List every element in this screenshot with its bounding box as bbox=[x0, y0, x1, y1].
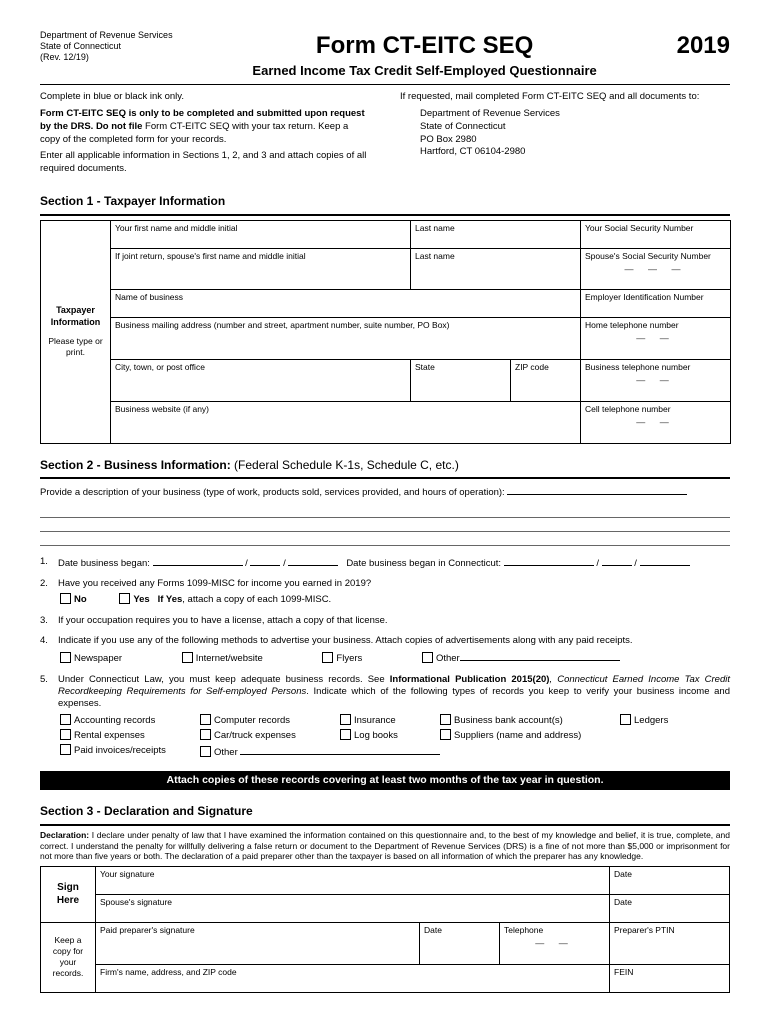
desc-line-0[interactable] bbox=[507, 485, 687, 495]
q4-other-checkbox[interactable] bbox=[422, 652, 433, 663]
fld-ssn[interactable]: Your Social Security Number bbox=[581, 220, 731, 248]
section1-title: Section 1 - Taxpayer Information bbox=[40, 194, 730, 210]
q5-other-checkbox[interactable] bbox=[200, 746, 211, 757]
question-list: 1. Date business began: / / Date busines… bbox=[40, 556, 730, 763]
q1-date1-m[interactable] bbox=[153, 556, 243, 566]
fld-sig-date[interactable]: Date bbox=[610, 866, 730, 894]
q5-suppliers-checkbox[interactable] bbox=[440, 729, 451, 740]
instructions: Complete in blue or black ink only. Form… bbox=[40, 91, 730, 180]
signature-table: Sign Here Your signature Date Spouse's s… bbox=[40, 866, 730, 993]
q4: 4. Indicate if you use any of the follow… bbox=[40, 635, 730, 666]
header-center: Form CT-EITC SEQ Earned Income Tax Credi… bbox=[173, 30, 677, 80]
fld-preparer-sig[interactable]: Paid preparer's signature bbox=[96, 922, 420, 964]
fld-ein[interactable]: Employer Identification Number bbox=[581, 290, 731, 318]
q5-bank-checkbox[interactable] bbox=[440, 714, 451, 725]
fld-website[interactable]: Business website (if any) bbox=[111, 401, 581, 443]
fld-biz-tel[interactable]: Business telephone number— — bbox=[581, 360, 731, 402]
q5-computer-checkbox[interactable] bbox=[200, 714, 211, 725]
form-title: Form CT-EITC SEQ bbox=[173, 30, 677, 61]
q2: 2. Have you received any Forms 1099-MISC… bbox=[40, 578, 730, 607]
header: Department of Revenue Services State of … bbox=[40, 30, 730, 80]
q5-rental-checkbox[interactable] bbox=[60, 729, 71, 740]
fld-state[interactable]: State bbox=[411, 360, 511, 402]
q5-accounting-checkbox[interactable] bbox=[60, 714, 71, 725]
fld-mailing-address[interactable]: Business mailing address (number and str… bbox=[111, 318, 581, 360]
fld-city[interactable]: City, town, or post office bbox=[111, 360, 411, 402]
keep-copy-label: Keep a copy for your records. bbox=[41, 922, 96, 992]
mail-addr4: Hartford, CT 06104-2980 bbox=[420, 146, 730, 159]
instr-l2: Form CT-EITC SEQ is only to be completed… bbox=[40, 108, 370, 146]
q5-other-text[interactable] bbox=[240, 745, 440, 755]
fld-preparer-date[interactable]: Date bbox=[420, 922, 500, 964]
q3: 3. If your occupation requires you to ha… bbox=[40, 615, 730, 627]
mail-addr2: State of Connecticut bbox=[420, 121, 730, 134]
q1-date2-y[interactable] bbox=[640, 556, 690, 566]
side-label: Taxpayer Information Please type or prin… bbox=[41, 220, 111, 443]
q5: 5. Under Connecticut Law, you must keep … bbox=[40, 674, 730, 763]
q4-newspaper-checkbox[interactable] bbox=[60, 652, 71, 663]
q4-internet-checkbox[interactable] bbox=[182, 652, 193, 663]
q5-invoices-checkbox[interactable] bbox=[60, 744, 71, 755]
fld-first-name[interactable]: Your first name and middle initial bbox=[111, 220, 411, 248]
dept-line: Department of Revenue Services bbox=[40, 30, 173, 41]
fld-last-name[interactable]: Last name bbox=[411, 220, 581, 248]
desc-lines[interactable] bbox=[40, 504, 730, 546]
q4-other-text[interactable] bbox=[460, 651, 620, 661]
taxpayer-table: Taxpayer Information Please type or prin… bbox=[40, 220, 731, 444]
s2-desc-prompt: Provide a description of your business (… bbox=[40, 485, 730, 499]
section3-title: Section 3 - Declaration and Signature bbox=[40, 804, 730, 820]
state-line: State of Connecticut bbox=[40, 41, 173, 52]
q2-yes-checkbox[interactable] bbox=[119, 593, 130, 604]
q4-flyers-checkbox[interactable] bbox=[322, 652, 333, 663]
fld-preparer-tel[interactable]: Telephone— — bbox=[500, 922, 610, 964]
instr-l3: Enter all applicable information in Sect… bbox=[40, 150, 370, 176]
sign-here-label: Sign Here bbox=[41, 866, 96, 922]
q1-date2-m[interactable] bbox=[504, 556, 594, 566]
fld-sp-sig-date[interactable]: Date bbox=[610, 894, 730, 922]
fld-sp-last[interactable]: Last name bbox=[411, 248, 581, 290]
attach-notice: Attach copies of these records covering … bbox=[40, 771, 730, 791]
q2-no-checkbox[interactable] bbox=[60, 593, 71, 604]
fld-fein[interactable]: FEIN bbox=[610, 964, 730, 992]
form-subtitle: Earned Income Tax Credit Self-Employed Q… bbox=[173, 63, 677, 80]
q1-date2-d[interactable] bbox=[602, 556, 632, 566]
tax-year: 2019 bbox=[677, 30, 730, 61]
fld-spouse-signature[interactable]: Spouse's signature bbox=[96, 894, 610, 922]
instr-left: Complete in blue or black ink only. Form… bbox=[40, 91, 370, 180]
q5-logbooks-checkbox[interactable] bbox=[340, 729, 351, 740]
declaration: Declaration: I declare under penalty of … bbox=[40, 830, 730, 862]
header-left: Department of Revenue Services State of … bbox=[40, 30, 173, 62]
fld-sp-ssn[interactable]: Spouse's Social Security Number— — — bbox=[581, 248, 731, 290]
fld-home-tel[interactable]: Home telephone number— — bbox=[581, 318, 731, 360]
q5-car-checkbox[interactable] bbox=[200, 729, 211, 740]
form-page: Department of Revenue Services State of … bbox=[0, 0, 770, 1023]
mail-addr1: Department of Revenue Services bbox=[420, 108, 730, 121]
fld-signature[interactable]: Your signature bbox=[96, 866, 610, 894]
mail-addr3: PO Box 2980 bbox=[420, 134, 730, 147]
fld-sp-first[interactable]: If joint return, spouse's first name and… bbox=[111, 248, 411, 290]
section2-title: Section 2 - Business Information: (Feder… bbox=[40, 458, 730, 474]
fld-firm[interactable]: Firm's name, address, and ZIP code bbox=[96, 964, 610, 992]
instr-l1: Complete in blue or black ink only. bbox=[40, 91, 370, 104]
instr-right: If requested, mail completed Form CT-EIT… bbox=[400, 91, 730, 180]
fld-cell[interactable]: Cell telephone number— — bbox=[581, 401, 731, 443]
fld-business-name[interactable]: Name of business bbox=[111, 290, 581, 318]
q1: 1. Date business began: / / Date busines… bbox=[40, 556, 730, 570]
q1-date1-y[interactable] bbox=[288, 556, 338, 566]
q5-insurance-checkbox[interactable] bbox=[340, 714, 351, 725]
fld-zip[interactable]: ZIP code bbox=[511, 360, 581, 402]
instr-r1: If requested, mail completed Form CT-EIT… bbox=[400, 91, 730, 104]
q1-date1-d[interactable] bbox=[250, 556, 280, 566]
fld-ptin[interactable]: Preparer's PTIN bbox=[610, 922, 730, 964]
rev-line: (Rev. 12/19) bbox=[40, 52, 173, 63]
q5-ledgers-checkbox[interactable] bbox=[620, 714, 631, 725]
